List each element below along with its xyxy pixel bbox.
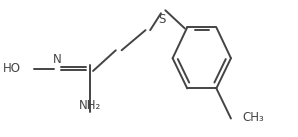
Text: N: N — [52, 53, 61, 66]
Text: CH₃: CH₃ — [242, 111, 264, 124]
Text: NH₂: NH₂ — [78, 99, 101, 112]
Text: S: S — [159, 13, 166, 26]
Text: HO: HO — [3, 62, 21, 75]
